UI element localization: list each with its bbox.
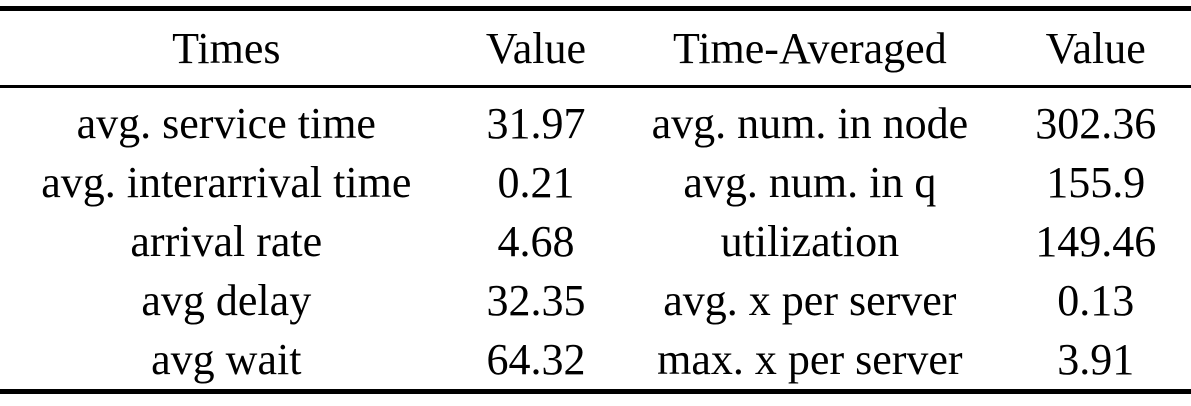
metric-label-cell: avg delay [141,276,312,325]
metric-label-cell: avg. num. in q [683,158,937,207]
table-row: avg delay 32.35 avg. x per server 0.13 [0,271,1191,330]
col-header-time-averaged: Time-Averaged [619,8,1001,88]
metric-value-cell: 0.21 [497,158,575,207]
statistics-table: Times Value Time-Averaged Value avg. ser… [0,6,1191,394]
table-row: avg wait 64.32 max. x per server 3.91 [0,330,1191,392]
metric-value-cell: 32.35 [486,276,586,325]
metric-label-cell: avg. num. in node [651,99,969,148]
header-row: Times Value Time-Averaged Value [0,8,1191,88]
col-header-averaged-value: Value [1000,8,1191,88]
col-header-times-value: Value [452,8,620,88]
col-header-times: Times [0,8,453,88]
metric-label-cell: arrival rate [130,217,323,266]
table-body: avg. service time 31.97 avg. num. in nod… [0,87,1191,392]
table-row: arrival rate 4.68 utilization 149.46 [0,212,1191,271]
metric-label-cell: avg wait [151,335,302,384]
metric-value-cell: 155.9 [1046,158,1146,207]
metric-value-cell: 31.97 [486,99,586,148]
metric-value-cell: 302.36 [1035,99,1157,148]
metric-label-cell: max. x per server [657,335,963,384]
metric-label-cell: avg. interarrival time [41,158,412,207]
metric-label-cell: utilization [720,217,900,266]
metric-value-cell: 3.91 [1057,335,1135,384]
metric-value-cell: 0.13 [1057,276,1135,325]
metric-value-cell: 4.68 [497,217,575,266]
metric-value-cell: 64.32 [486,335,586,384]
table-row: avg. interarrival time 0.21 avg. num. in… [0,153,1191,212]
table-header: Times Value Time-Averaged Value [0,8,1191,88]
metric-label-cell: avg. service time [76,99,376,148]
metric-value-cell: 149.46 [1035,217,1157,266]
table-row: avg. service time 31.97 avg. num. in nod… [0,87,1191,154]
metric-label-cell: avg. x per server [663,276,957,325]
